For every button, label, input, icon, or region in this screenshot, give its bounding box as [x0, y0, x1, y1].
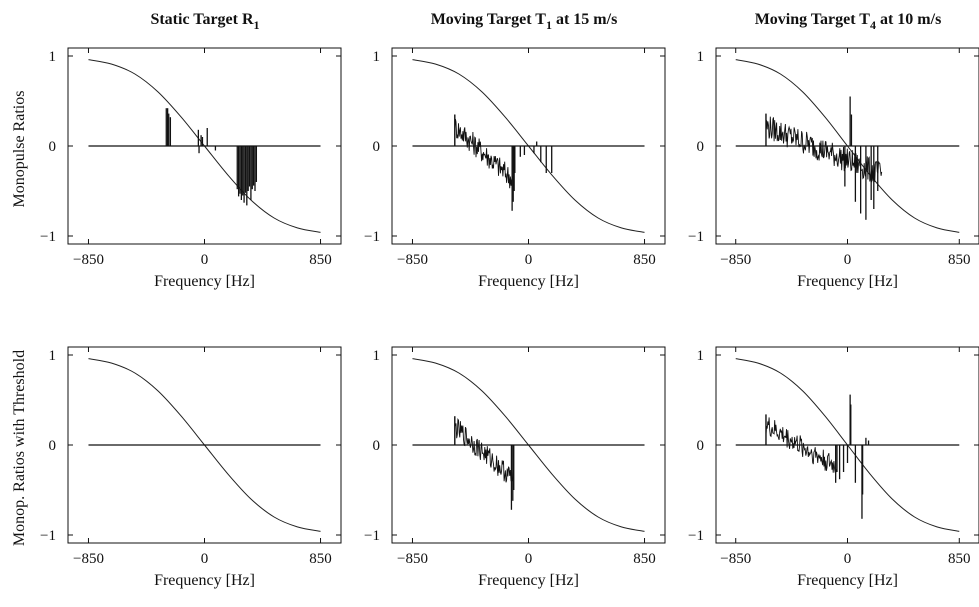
- y-tick-label: 1: [49, 49, 57, 65]
- y-tick-label: 0: [373, 438, 381, 454]
- x-tick-label: −850: [397, 551, 428, 567]
- y-tick-label: 0: [697, 438, 705, 454]
- ratio-trace: [765, 116, 883, 183]
- x-tick-label: 0: [525, 551, 533, 567]
- row-ylabel-1: Monopulse Ratios: [11, 91, 28, 208]
- y-tick-label: 1: [373, 348, 381, 364]
- x-axis-label: Frequency [Hz]: [797, 572, 898, 589]
- panel-5: −850 0 850 −1 0 1 Frequency [Hz]: [364, 346, 666, 589]
- x-tick-label: 850: [948, 252, 971, 268]
- x-tick-label: −850: [720, 551, 751, 567]
- x-tick-label: 0: [844, 252, 852, 268]
- y-tick-label: 0: [697, 139, 705, 155]
- panel-2: −850 0 850 −1 0 1 Frequency [Hz]: [364, 47, 666, 290]
- x-axis-label: Frequency [Hz]: [478, 572, 579, 589]
- panel-3: −850 0 850 −1 0 1 Frequency [Hz]: [688, 47, 979, 290]
- y-tick-label: 1: [697, 49, 705, 65]
- panel-1: −850 0 850 −1 0 1 Frequency [Hz]: [40, 47, 342, 290]
- x-axis-label: Frequency [Hz]: [797, 273, 898, 290]
- panel-4: −850 0 850 −1 0 1 Frequency [Hz]: [40, 346, 342, 589]
- x-tick-label: 850: [633, 252, 656, 268]
- y-tick-label: 1: [373, 49, 381, 65]
- ratio-trace: [454, 118, 514, 189]
- y-tick-label: 1: [49, 348, 57, 364]
- plot-area: [735, 59, 960, 233]
- ratio-trace: [454, 418, 514, 483]
- plot-area: [88, 59, 321, 233]
- panel-6: −850 0 850 −1 0 1 Frequency [Hz]: [688, 346, 979, 589]
- plot-area: [735, 358, 960, 532]
- y-tick-label: −1: [40, 528, 56, 544]
- panel-title-3: Moving Target T4 at 10 m/s: [755, 11, 942, 32]
- plot-area: [88, 358, 321, 532]
- row-ylabel-2: Monop. Ratios with Threshold: [11, 350, 28, 546]
- x-tick-label: 0: [844, 551, 852, 567]
- x-tick-label: 0: [201, 252, 209, 268]
- y-tick-label: 0: [373, 139, 381, 155]
- plot-area: [412, 59, 645, 233]
- x-tick-label: 850: [633, 551, 656, 567]
- x-tick-label: −850: [73, 551, 104, 567]
- y-tick-label: −1: [364, 528, 380, 544]
- y-tick-label: −1: [40, 229, 56, 245]
- panel-title-2: Moving Target T1 at 15 m/s: [431, 11, 618, 32]
- y-tick-label: −1: [688, 528, 704, 544]
- x-tick-label: 0: [201, 551, 209, 567]
- ratio-trace: [765, 417, 838, 474]
- x-tick-label: −850: [397, 252, 428, 268]
- x-tick-label: 850: [948, 551, 971, 567]
- x-tick-label: 0: [525, 252, 533, 268]
- plot-area: [412, 358, 645, 532]
- x-axis-label: Frequency [Hz]: [154, 273, 255, 290]
- x-tick-label: 850: [309, 252, 332, 268]
- x-tick-label: 850: [309, 551, 332, 567]
- y-tick-label: 0: [49, 139, 57, 155]
- y-tick-label: 1: [697, 348, 705, 364]
- x-tick-label: −850: [73, 252, 104, 268]
- x-tick-label: −850: [720, 252, 751, 268]
- panel-title-1: Static Target R1: [150, 11, 259, 32]
- x-axis-label: Frequency [Hz]: [478, 273, 579, 290]
- y-tick-label: 0: [49, 438, 57, 454]
- y-tick-label: −1: [688, 229, 704, 245]
- x-axis-label: Frequency [Hz]: [154, 572, 255, 589]
- y-tick-label: −1: [364, 229, 380, 245]
